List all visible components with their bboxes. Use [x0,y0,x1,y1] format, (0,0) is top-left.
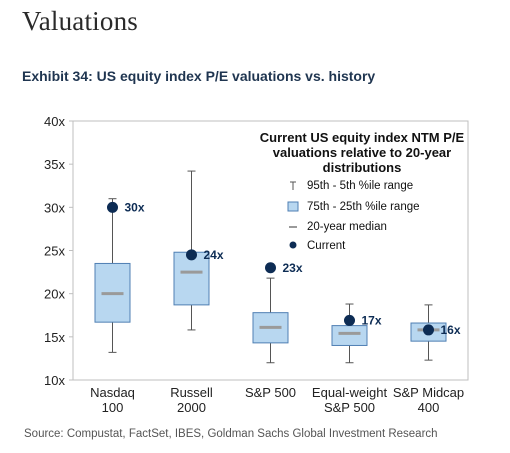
current-point [423,324,434,336]
x-category-label: S&P 500 [324,400,375,415]
iqr-box [173,251,210,306]
x-category-label: S&P Midcap [393,385,464,400]
y-tick-label: 35x [44,157,65,172]
x-category-label: 2000 [177,400,206,415]
iqr-box [331,325,368,346]
source-note: Source: Compustat, FactSet, IBES, Goldma… [24,428,438,440]
current-value-label: 17x [362,313,382,327]
current-point [344,314,355,326]
current-point [265,262,276,274]
chart-container: 10x 15x 20x 25x 30x 35x 40x 30x Nasdaq 100 24x Russ… [0,100,510,420]
legend-label-range: 95th - 5th %ile range [307,180,413,192]
current-value-label: 30x [125,200,145,214]
legend-label-median: 20-year median [307,221,387,233]
x-category-label: Nasdaq [90,385,135,400]
y-tick-label: 15x [44,330,65,345]
x-category-label: Russell [170,385,213,400]
legend-label-current: Current [307,240,346,252]
x-category-label: 400 [418,400,440,415]
y-tick-label: 30x [44,200,65,215]
legend-label-iqr: 75th - 25th %ile range [307,201,420,213]
chart-title-line: distributions [323,160,402,175]
legend-iqr-symbol [287,201,299,212]
exhibit-title: Exhibit 34: US equity index P/E valuatio… [22,68,376,84]
y-tick-label: 10x [44,373,65,388]
y-tick-label: 40x [44,114,65,129]
current-point [186,249,197,261]
y-tick-label: 20x [44,287,65,302]
current-value-label: 16x [441,323,461,337]
legend-current-symbol [289,241,297,249]
x-category-label: S&P 500 [245,385,296,400]
chart-title-line: valuations relative to 20-year [273,145,451,160]
chart-title-line: Current US equity index NTM P/E [260,130,465,145]
current-value-label: 24x [204,248,224,262]
current-value-label: 23x [283,261,303,275]
y-tick-label: 25x [44,244,65,259]
x-category-label: Equal-weight [312,385,388,400]
x-category-label: 100 [102,400,124,415]
current-point [107,201,118,213]
page-title: Valuations [22,6,138,36]
